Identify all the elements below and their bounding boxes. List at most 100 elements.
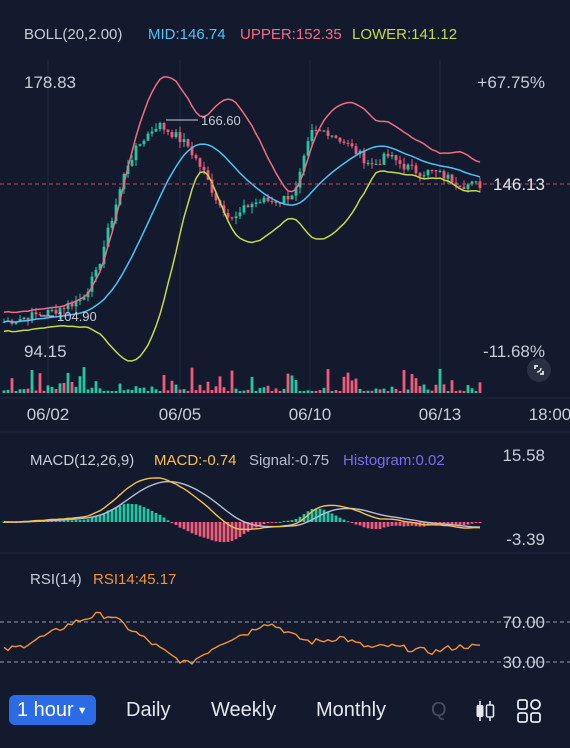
candle-body (202, 166, 206, 171)
volume-bar (346, 372, 350, 393)
candle-body (34, 312, 38, 315)
volume-bar (398, 390, 402, 393)
volume-bar (38, 373, 42, 393)
macd-histogram-bar (346, 521, 350, 523)
volume-bar (46, 385, 50, 393)
macd-histogram-bar (306, 511, 310, 522)
volume-bar (478, 382, 482, 393)
candle-body (170, 132, 174, 138)
macd-histogram-bar (134, 504, 138, 522)
rsi-lines (3, 611, 481, 665)
volume-bar (94, 381, 98, 393)
volume-bar (406, 389, 410, 393)
date-label: 18:00 (529, 405, 570, 424)
candle-body (386, 153, 390, 157)
macd-histogram (2, 503, 482, 543)
candle-body (94, 269, 98, 277)
volume-bar (262, 387, 266, 393)
macd-histogram-bar (98, 515, 102, 522)
candle-body (338, 137, 342, 142)
max-marker-label: 166.60 (201, 113, 241, 128)
candle-body (270, 201, 274, 203)
volume-bar (390, 386, 394, 393)
candle-body (174, 132, 178, 138)
date-label: 06/10 (289, 405, 332, 424)
volume-bar (210, 390, 214, 393)
macd-histogram-bar (194, 522, 198, 535)
timeframe-quarterly[interactable]: Q (431, 699, 447, 721)
candle-body (102, 246, 106, 264)
volume-bar (302, 390, 306, 393)
candle-body (190, 146, 194, 156)
volume-bar (470, 388, 474, 393)
volume-bar (66, 372, 70, 393)
volume-bar (394, 388, 398, 393)
volume-bar (166, 390, 170, 393)
macd-histogram-bar (62, 520, 66, 522)
candle-body (178, 132, 182, 143)
volume-bar (230, 370, 234, 393)
candle-body (62, 308, 66, 310)
volume-bar (422, 384, 426, 393)
volume-bar (438, 368, 442, 393)
volume-bar (434, 384, 438, 393)
candle-body (306, 141, 310, 156)
volume-bar (86, 389, 90, 393)
layout-button[interactable] (516, 698, 542, 724)
volume-bar (158, 390, 162, 393)
volume-bar (58, 383, 62, 393)
candle-body (474, 181, 478, 183)
macd-histogram-bar (126, 503, 130, 522)
expand-button[interactable] (527, 358, 551, 382)
macd-histogram-bar (410, 522, 414, 526)
macd-histogram-bar (114, 507, 118, 522)
macd-histogram-bar (202, 522, 206, 538)
timeframe-weekly[interactable]: Weekly (211, 699, 277, 721)
caret-down-icon: ▼ (76, 705, 88, 717)
timeframe-daily[interactable]: Daily (126, 699, 171, 721)
macd-histogram-value: Histogram:0.02 (343, 452, 445, 469)
timeframe-monthly[interactable]: Monthly (316, 699, 387, 721)
price-low-pct-label: -11.68% (483, 342, 545, 361)
candle-body (78, 299, 82, 301)
volume-bar (258, 388, 262, 393)
volume-bar (330, 390, 334, 393)
candle-body (374, 163, 378, 165)
macd-histogram-bar (234, 522, 238, 540)
candle-body (130, 160, 134, 166)
volume-bar (370, 390, 374, 393)
macd-histogram-bar (406, 522, 410, 527)
candle-body (354, 146, 358, 155)
macd-histogram-bar (90, 517, 94, 522)
candle-body (430, 169, 434, 171)
volume-bar (446, 390, 450, 393)
boll-upper-line (3, 76, 481, 314)
volume-bar (206, 381, 210, 393)
volume-bar (10, 378, 14, 393)
macd-histogram-bar (366, 522, 370, 529)
rsi-upper-label: 70.00 (502, 613, 545, 632)
volume-bar (114, 390, 118, 393)
candle-type-button[interactable] (472, 698, 498, 724)
candle-body (234, 216, 238, 219)
volume-bar (122, 390, 126, 393)
volume-bar (198, 384, 202, 393)
candle-body (142, 140, 146, 145)
candle-body (346, 142, 350, 144)
macd-histogram-bar (110, 509, 114, 522)
boll-mid-value: MID:146.74 (148, 26, 226, 43)
candle-body (470, 181, 474, 185)
candle-body (254, 202, 258, 204)
volume-bar (102, 390, 106, 393)
volume-bar (366, 390, 370, 393)
timeframe-1-hour[interactable]: 1 hour ▼ (9, 695, 96, 725)
volume-bar (74, 386, 78, 393)
candle-body (74, 300, 78, 307)
candle-body (90, 276, 94, 292)
macd-histogram-bar (146, 508, 150, 522)
macd-signal-value: Signal:-0.75 (249, 452, 329, 469)
macd-histogram-bar (442, 522, 446, 525)
volume-bar (418, 386, 422, 393)
volume-bar (402, 370, 406, 393)
macd-histogram-bar (358, 522, 362, 526)
